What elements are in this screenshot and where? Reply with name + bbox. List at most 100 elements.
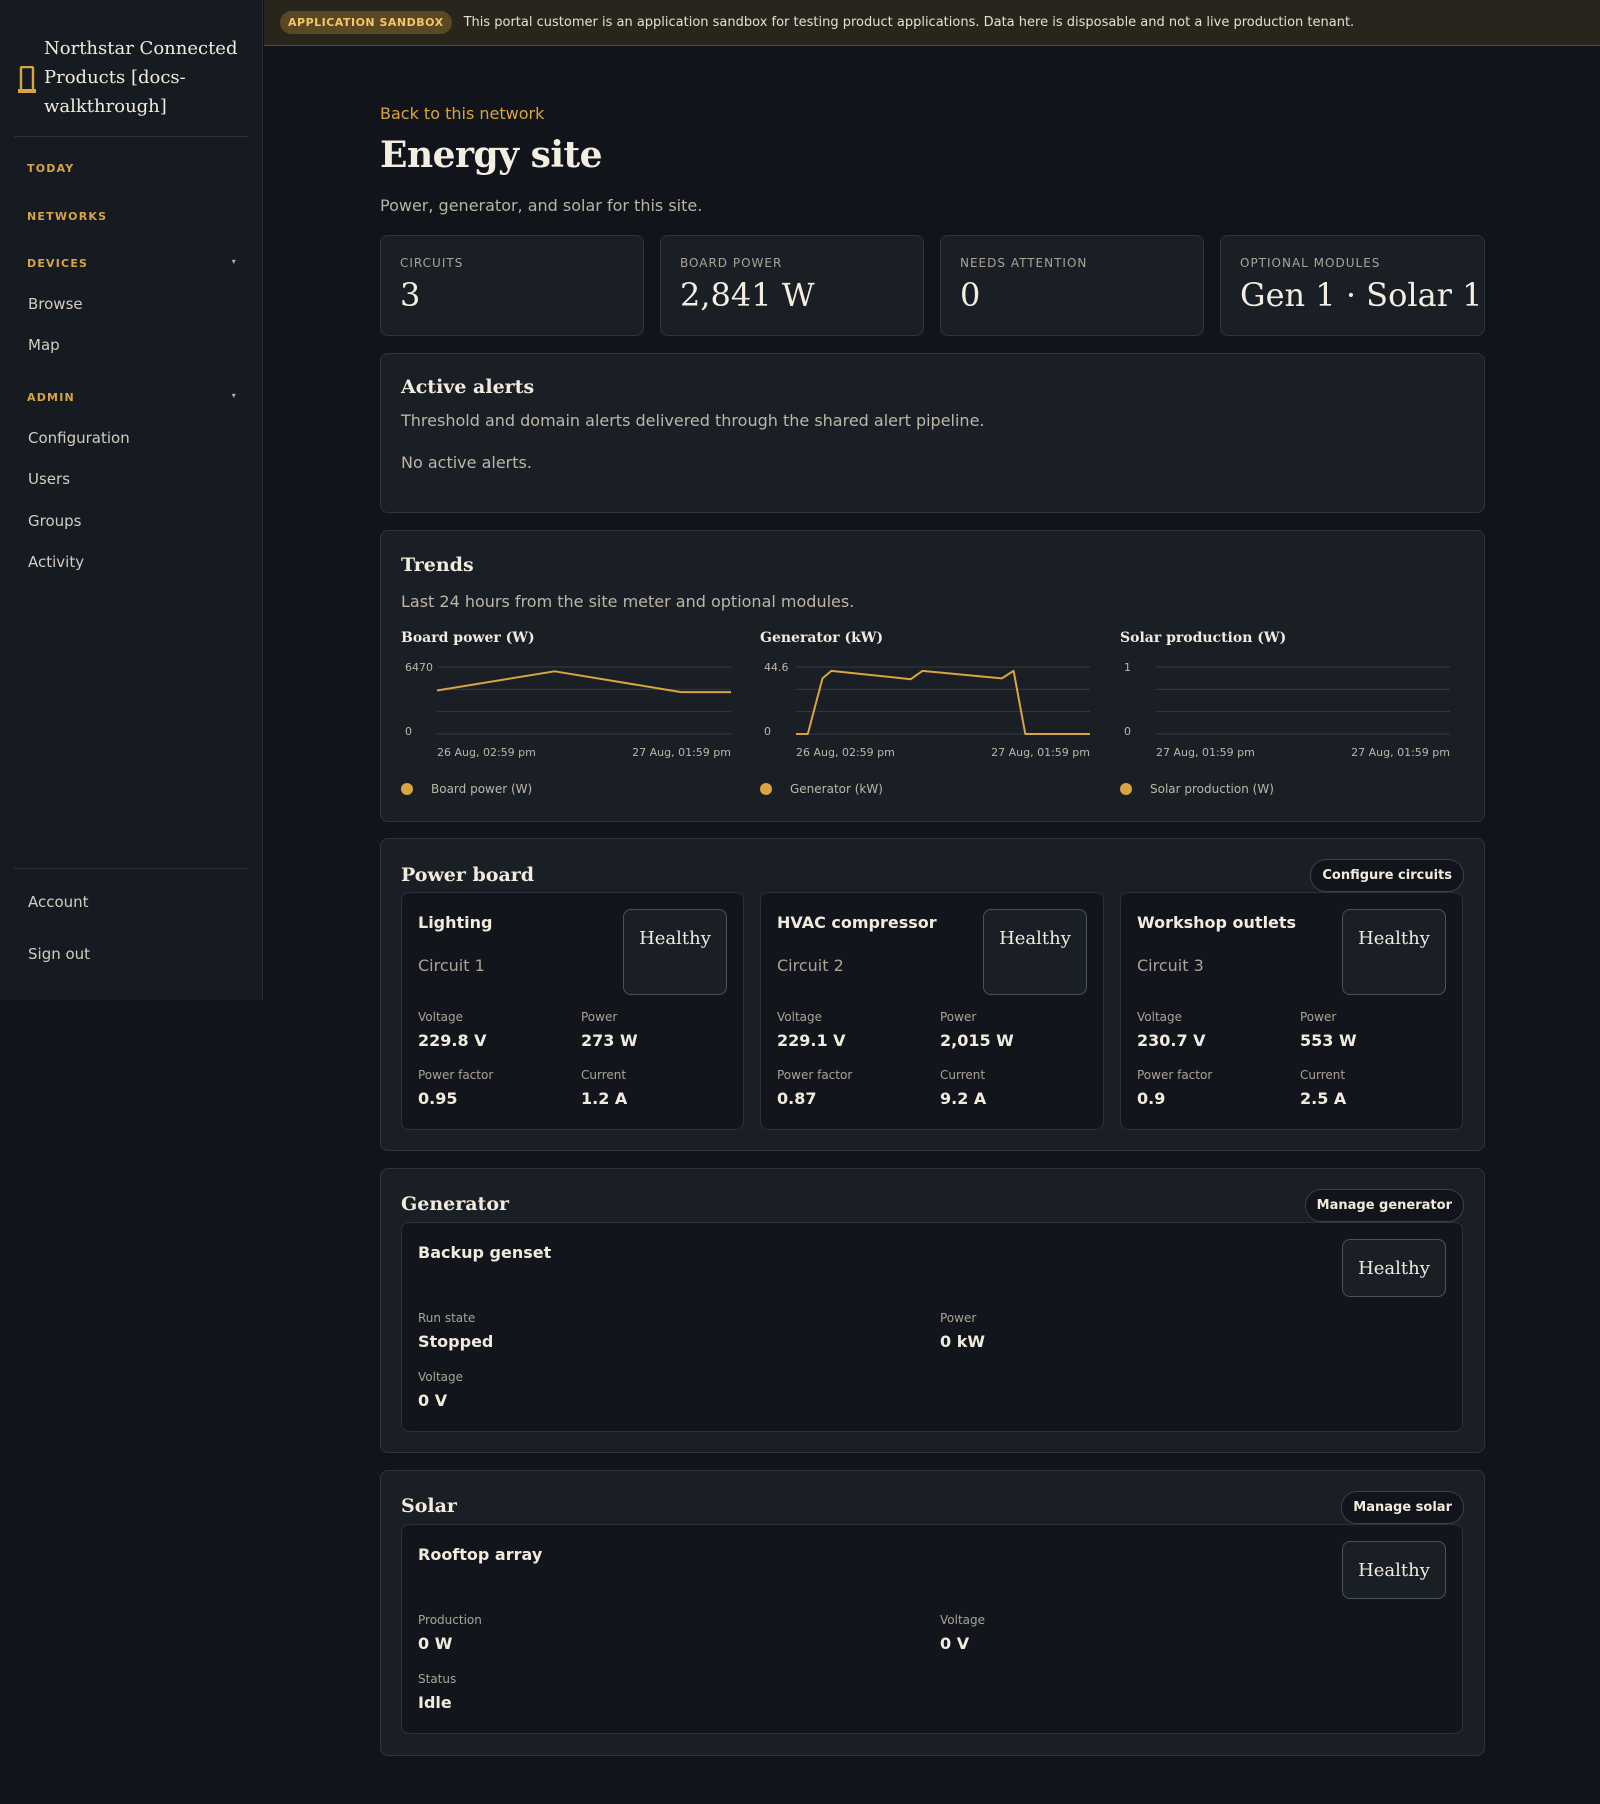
- kpi-value: Gen 1 · Solar 1: [1240, 276, 1483, 314]
- circuit-name: Lighting: [418, 913, 493, 932]
- nav-users[interactable]: Users: [28, 470, 71, 488]
- chart-title: Generator (kW): [760, 630, 884, 646]
- power-value: 2,015 W: [940, 1031, 1014, 1050]
- trends-title: Trends: [401, 554, 474, 576]
- status-badge: Healthy: [983, 909, 1087, 995]
- brand[interactable]: Northstar Connected Products [docs-walkt…: [18, 34, 248, 121]
- status-value: Idle: [418, 1693, 452, 1712]
- kpi-label: OPTIONAL MODULES: [1240, 256, 1381, 270]
- status-label: Status: [418, 1672, 457, 1686]
- power-value: 273 W: [581, 1031, 638, 1050]
- alerts-description: Threshold and domain alerts delivered th…: [401, 411, 985, 430]
- power-factor-label: Power factor: [418, 1068, 494, 1082]
- x-tick-label: 26 Aug, 02:59 pm: [437, 746, 536, 759]
- x-tick-label: 27 Aug, 01:59 pm: [1351, 746, 1450, 759]
- voltage-value: 230.7 V: [1137, 1031, 1206, 1050]
- power-value: 553 W: [1300, 1031, 1357, 1050]
- nav-browse[interactable]: Browse: [28, 295, 83, 313]
- power-factor-value: 0.95: [418, 1089, 458, 1108]
- nav-groups[interactable]: Groups: [28, 512, 82, 530]
- y-tick-label: 0: [405, 725, 412, 738]
- legend-swatch: [401, 783, 413, 795]
- chart-title: Solar production (W): [1120, 630, 1287, 646]
- circuit-card[interactable]: HVAC compressor Circuit 2 Healthy Voltag…: [760, 892, 1104, 1130]
- kpi-optional-modules: OPTIONAL MODULES Gen 1 · Solar 1: [1220, 235, 1485, 336]
- solar-device-card[interactable]: Rooftop array Healthy Production 0 W Vol…: [401, 1524, 1463, 1734]
- voltage-label: Voltage: [777, 1010, 823, 1024]
- power-factor-value: 0.87: [777, 1089, 817, 1108]
- power-label: Power: [581, 1010, 618, 1024]
- sidebar-divider: [14, 868, 248, 869]
- chart-legend: Generator (kW): [760, 782, 883, 796]
- caret-down-icon: ▾: [231, 257, 237, 266]
- generator-chart: Generator (kW) 44.6 0 26 Aug, 02:59 pm 27 A…: [760, 630, 1090, 800]
- y-tick-label: 0: [1124, 725, 1131, 738]
- chart-legend: Solar production (W): [1120, 782, 1274, 796]
- alerts-empty: No active alerts.: [401, 453, 532, 472]
- kpi-label: BOARD POWER: [680, 256, 783, 270]
- power-label: Power: [1300, 1010, 1337, 1024]
- current-value: 9.2 A: [940, 1089, 987, 1108]
- chart-plot: 1 0 27 Aug, 01:59 pm 27 Aug, 01:59 pm: [1124, 661, 1450, 759]
- voltage-label: Voltage: [1137, 1010, 1183, 1024]
- sidebar: Northstar Connected Products [docs-walkt…: [0, 0, 263, 1000]
- generator-device-card[interactable]: Backup genset Healthy Run state Stopped …: [401, 1222, 1463, 1432]
- caret-down-icon: ▾: [231, 391, 237, 400]
- status-badge: Healthy: [1342, 1239, 1446, 1297]
- circuit-name: HVAC compressor: [777, 913, 937, 932]
- circuit-card[interactable]: Lighting Circuit 1 Healthy Voltage 229.8…: [401, 892, 744, 1130]
- kpi-board-power: BOARD POWER 2,841 W: [660, 235, 924, 336]
- circuit-card[interactable]: Workshop outlets Circuit 3 Healthy Volta…: [1120, 892, 1463, 1130]
- circuit-number: Circuit 3: [1137, 956, 1204, 975]
- current-value: 1.2 A: [581, 1089, 628, 1108]
- run-state-value: Stopped: [418, 1332, 494, 1351]
- legend-label: Board power (W): [431, 782, 533, 796]
- sandbox-text: This portal customer is an application s…: [463, 15, 1355, 30]
- x-tick-label: 27 Aug, 01:59 pm: [1156, 746, 1255, 759]
- manage-solar-button[interactable]: Manage solar: [1341, 1491, 1464, 1524]
- chart-plot: 6470 0 26 Aug, 02:59 pm 27 Aug, 01:59 pm: [405, 661, 731, 759]
- voltage-value: 0 V: [940, 1634, 970, 1653]
- nav-admin-section[interactable]: ADMIN ▾: [27, 391, 237, 404]
- status-badge: Healthy: [1342, 909, 1446, 995]
- sidebar-divider: [14, 136, 248, 137]
- power-factor-value: 0.9: [1137, 1089, 1166, 1108]
- chart-legend: Board power (W): [401, 782, 532, 796]
- run-state-label: Run state: [418, 1311, 476, 1325]
- solar-chart: Solar production (W) 1 0 27 Aug, 01:59 pm 2…: [1120, 630, 1450, 800]
- nav-sign-out[interactable]: Sign out: [28, 945, 91, 963]
- board-power-chart: Board power (W) 6470 0 26 Aug, 02:59 pm 27 …: [401, 630, 731, 800]
- kpi-label: NEEDS ATTENTION: [960, 256, 1088, 270]
- voltage-value: 229.1 V: [777, 1031, 846, 1050]
- power-board-title: Power board: [401, 864, 535, 886]
- page-title: Energy site: [380, 134, 603, 176]
- power-label: Power: [940, 1010, 977, 1024]
- series-line: [436, 670, 731, 694]
- device-icon: [18, 66, 36, 93]
- manage-generator-button[interactable]: Manage generator: [1304, 1189, 1464, 1222]
- nav-configuration[interactable]: Configuration: [28, 429, 130, 447]
- power-factor-label: Power factor: [1137, 1068, 1213, 1082]
- y-tick-label: 0: [764, 725, 771, 738]
- kpi-value: 0: [960, 276, 981, 314]
- circuit-name: Workshop outlets: [1137, 913, 1297, 932]
- voltage-value: 0 V: [418, 1391, 448, 1410]
- nav-networks[interactable]: NETWORKS: [27, 210, 108, 223]
- active-alerts-card: Active alerts Threshold and domain alert…: [380, 353, 1485, 513]
- nav-devices-section[interactable]: DEVICES ▾: [27, 257, 237, 270]
- back-link[interactable]: Back to this network: [380, 104, 545, 123]
- legend-label: Solar production (W): [1150, 782, 1274, 796]
- configure-circuits-button[interactable]: Configure circuits: [1310, 859, 1464, 892]
- circuit-number: Circuit 2: [777, 956, 844, 975]
- legend-swatch: [1120, 783, 1132, 795]
- production-label: Production: [418, 1613, 482, 1627]
- nav-activity[interactable]: Activity: [28, 553, 85, 571]
- nav-account[interactable]: Account: [28, 893, 89, 911]
- chart-title: Board power (W): [401, 630, 535, 646]
- kpi-value: 2,841 W: [680, 276, 815, 314]
- status-badge: Healthy: [1342, 1541, 1446, 1599]
- nav-map[interactable]: Map: [28, 336, 60, 354]
- nav-today[interactable]: TODAY: [27, 162, 75, 175]
- solar-name: Rooftop array: [418, 1545, 543, 1564]
- kpi-circuits: CIRCUITS 3: [380, 235, 644, 336]
